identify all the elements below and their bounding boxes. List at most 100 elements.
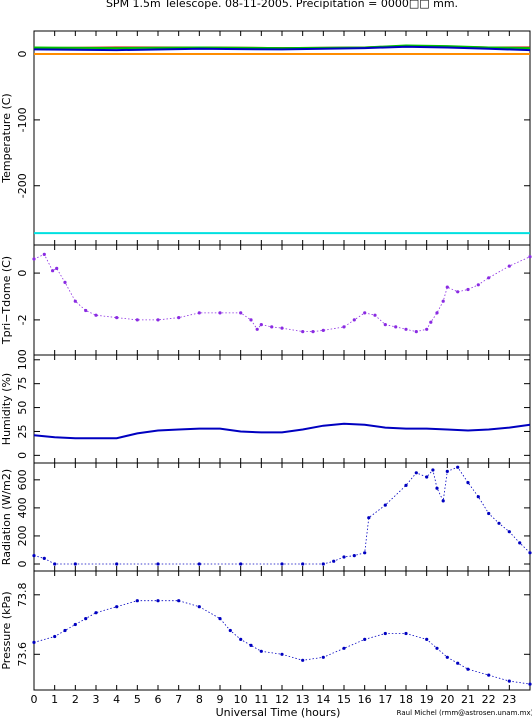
data-point <box>429 320 433 324</box>
data-point <box>63 628 67 633</box>
x-tick-label: 9 <box>217 693 224 706</box>
chart-title: SPM 1.5m Telescope. 08-11-2005. Precipit… <box>106 0 458 10</box>
y-tick-label: 50 <box>16 401 29 415</box>
y-axis-label: Pressure (kPa) <box>0 591 13 669</box>
data-point <box>507 264 511 268</box>
data-point <box>425 475 429 479</box>
data-point <box>156 562 160 566</box>
data-point <box>218 311 222 315</box>
data-point <box>445 285 449 289</box>
x-tick-label: 20 <box>440 693 454 706</box>
panel-frame <box>33 30 531 246</box>
y-tick-label: 0 <box>16 452 29 459</box>
data-point <box>487 673 491 677</box>
data-point <box>94 313 98 317</box>
y-tick-label: 75 <box>16 377 29 391</box>
panel-frame <box>33 244 531 356</box>
x-tick-label: 13 <box>296 693 310 706</box>
x-tick-label: 7 <box>175 693 182 706</box>
data-point <box>94 611 98 615</box>
x-tick-label: 22 <box>482 693 496 706</box>
data-point <box>280 326 284 330</box>
x-tick-label: 16 <box>358 693 372 706</box>
x-tick-label: 6 <box>155 693 162 706</box>
data-point <box>115 316 119 320</box>
data-point <box>367 516 371 520</box>
data-point <box>466 667 470 671</box>
data-point <box>441 499 445 503</box>
y-axis-label: Humidity (%) <box>0 373 13 445</box>
data-point <box>270 325 274 329</box>
data-point <box>249 643 253 648</box>
data-point <box>528 255 532 259</box>
x-tick-label: 8 <box>196 693 203 706</box>
series-trace <box>33 466 531 565</box>
y-tick-label: -200 <box>16 173 29 198</box>
y-tick-label: 0 <box>16 560 29 567</box>
y-tick-label: 73.8 <box>16 583 29 608</box>
data-point <box>51 269 55 273</box>
y-tick-label: 400 <box>16 497 29 518</box>
panel-frame <box>33 570 531 691</box>
data-point <box>115 605 119 609</box>
x-tick-label: 5 <box>134 693 141 706</box>
y-tick-label: 0 <box>16 51 29 58</box>
y-axis-label: Temperature (C) <box>0 93 13 183</box>
x-tick-label: 21 <box>461 693 475 706</box>
x-tick-label: 15 <box>337 693 351 706</box>
data-point <box>156 599 160 603</box>
data-point <box>456 290 460 294</box>
series-line <box>33 422 531 440</box>
data-point <box>197 311 201 315</box>
y-tick-label: 73.6 <box>16 642 29 667</box>
data-point <box>435 486 439 490</box>
data-point <box>239 562 243 566</box>
data-point <box>301 330 305 334</box>
credit-text: Raul Michel (rmm@astrosen.unam.mx) <box>397 709 532 717</box>
series-trace <box>33 600 531 685</box>
y-tick-label: -2 <box>16 314 29 325</box>
y-tick-label: 600 <box>16 469 29 490</box>
data-point <box>177 599 181 603</box>
y-tick-label: 0 <box>16 270 29 277</box>
panel-frame <box>33 354 531 464</box>
data-point <box>73 622 77 627</box>
x-axis-label: Universal Time (hours) <box>216 706 341 719</box>
data-point <box>383 323 387 327</box>
series-line <box>33 45 531 52</box>
data-point <box>363 551 367 555</box>
data-point <box>197 562 201 566</box>
data-point <box>342 646 346 650</box>
x-tick-label: 3 <box>93 693 100 706</box>
data-point <box>466 287 470 292</box>
data-point <box>135 318 139 322</box>
x-tick-label: 10 <box>234 693 248 706</box>
x-tick-label: 11 <box>254 693 268 706</box>
x-tick-label: 14 <box>316 693 330 706</box>
x-tick-label: 23 <box>502 693 516 706</box>
y-axis-label: Tpri−Tdome (C) <box>0 256 13 345</box>
y-tick-label: 200 <box>16 525 29 546</box>
data-point <box>311 330 315 334</box>
data-point <box>321 328 325 332</box>
x-tick-label: 1 <box>51 693 58 706</box>
series-trace <box>33 253 531 333</box>
x-tick-label: 19 <box>420 693 434 706</box>
y-tick-label: 25 <box>16 424 29 438</box>
x-tick-label: 4 <box>113 693 120 706</box>
x-tick-label: 12 <box>275 693 289 706</box>
y-tick-label: -100 <box>16 107 29 132</box>
data-point <box>259 323 263 327</box>
data-point <box>441 299 445 303</box>
x-tick-label: 18 <box>399 693 413 706</box>
data-point <box>177 316 181 320</box>
y-axis-label: Radiation (W/m2) <box>0 469 13 565</box>
x-tick-label: 17 <box>378 693 392 706</box>
